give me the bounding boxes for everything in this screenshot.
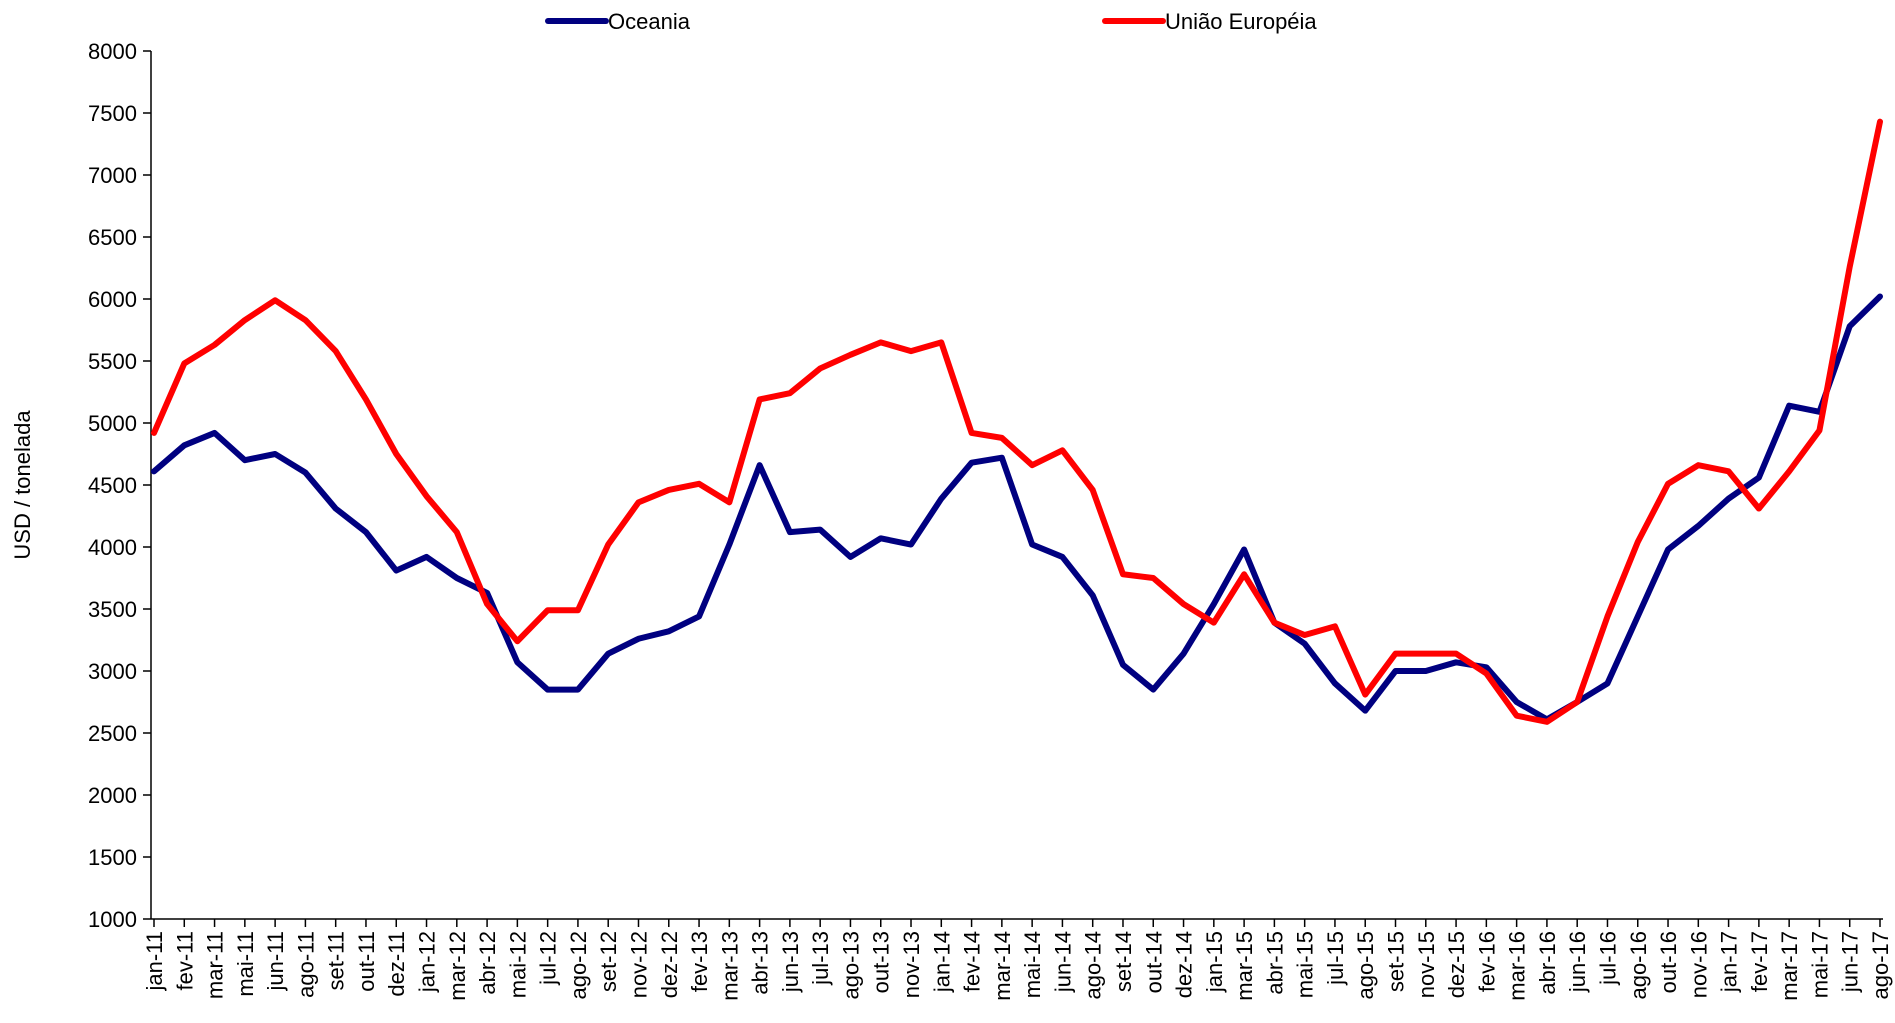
x-tick-label: abr-16 [1535, 931, 1560, 995]
x-tick-label: nov-16 [1686, 931, 1711, 998]
x-tick-label: dez-11 [384, 931, 409, 997]
x-tick-label: jul-16 [1595, 931, 1620, 986]
x-tick-label: fev-17 [1747, 931, 1772, 992]
x-tick-label: mai-17 [1807, 931, 1832, 998]
y-tick-label: 8000 [88, 39, 137, 64]
x-tick-label: ago-15 [1353, 931, 1378, 1000]
x-tick-label: mar-13 [717, 931, 742, 1001]
x-tick-label: out-11 [354, 931, 379, 992]
y-tick-label: 7000 [88, 163, 137, 188]
x-tick-label: abr-13 [748, 931, 773, 995]
x-tick-label: jun-14 [1050, 931, 1075, 993]
x-tick-label: mai-15 [1293, 931, 1318, 998]
chart: USD / tonelada 1000 1500 2000 2500 3000 3500 4… [0, 0, 1895, 1018]
x-tick-label: mai-14 [1020, 931, 1045, 998]
y-axis-label: USD / tonelada [10, 410, 35, 560]
x-tick-label: jul-13 [808, 931, 833, 986]
legend-label: União Européia [1165, 9, 1317, 34]
x-tick-label: nov-12 [626, 931, 651, 998]
x-tick-label: fev-11 [172, 931, 197, 991]
x-tick-label: jun-17 [1838, 931, 1863, 993]
x-tick-label: out-16 [1656, 931, 1681, 993]
x-tick-label: nov-13 [899, 931, 924, 998]
legend-label: Oceania [608, 9, 691, 34]
y-tick-label: 5500 [88, 349, 137, 374]
x-tick-label: nov-15 [1414, 931, 1439, 998]
x-tick-label: out-13 [869, 931, 894, 993]
y-tick-label: 1000 [88, 907, 137, 932]
x-tick-label: fev-16 [1474, 931, 1499, 992]
x-tick-label: jan-17 [1717, 931, 1742, 993]
x-tick-label: ago-17 [1868, 931, 1893, 1000]
y-tick-label: 1500 [88, 845, 137, 870]
x-tick-label: ago-13 [838, 931, 863, 1000]
x-tick-label: abr-15 [1262, 931, 1287, 995]
x-tick-label: ago-12 [566, 931, 591, 1000]
x-tick-label: dez-15 [1444, 931, 1469, 998]
x-tick-label: mar-12 [445, 931, 470, 1001]
x-tick-label: set-15 [1384, 931, 1409, 992]
x-tick-label: dez-12 [657, 931, 682, 998]
x-tick-label: set-12 [596, 931, 621, 992]
x-tick-label: set-11 [324, 931, 349, 991]
x-tick-label: jan-15 [1202, 931, 1227, 993]
y-tick-label: 2000 [88, 783, 137, 808]
y-tick-label: 4000 [88, 535, 137, 560]
x-tick-label: jun-11 [263, 931, 288, 992]
y-tick-label: 5000 [88, 411, 137, 436]
y-tick-label: 4500 [88, 473, 137, 498]
x-tick-label: mar-15 [1232, 931, 1257, 1001]
x-tick-label: set-14 [1111, 931, 1136, 992]
x-tick-label: jun-16 [1565, 931, 1590, 993]
y-tick-label: 3000 [88, 659, 137, 684]
x-tick-label: mar-17 [1777, 931, 1802, 1001]
x-tick-label: dez-14 [1172, 931, 1197, 998]
x-tick-label: fev-13 [687, 931, 712, 992]
x-tick-label: jan-12 [415, 931, 440, 993]
x-tick-label: fev-14 [960, 931, 985, 992]
x-tick-label: jul-15 [1323, 931, 1348, 986]
y-tick-label: 7500 [88, 101, 137, 126]
x-tick-label: mai-12 [505, 931, 530, 998]
page: USD / tonelada 1000 1500 2000 2500 3000 3500 4… [0, 0, 1895, 1023]
x-tick-label: mar-16 [1505, 931, 1530, 1001]
x-tick-label: ago-16 [1626, 931, 1651, 1000]
x-tick-label: mai-11 [233, 931, 258, 997]
x-tick-label: jan-11 [142, 931, 167, 992]
x-tick-label: mar-14 [990, 931, 1015, 1001]
y-tick-label: 3500 [88, 597, 137, 622]
x-tick-label: jan-14 [929, 931, 954, 993]
x-tick-label: ago-14 [1081, 931, 1106, 1000]
x-tick-label: ago-11 [293, 931, 318, 998]
x-tick-label: jun-13 [778, 931, 803, 993]
x-tick-label: mar-11 [203, 931, 228, 999]
y-tick-label: 6000 [88, 287, 137, 312]
y-tick-label: 6500 [88, 225, 137, 250]
series-line [154, 297, 1880, 720]
series-line [154, 122, 1880, 722]
x-tick-label: out-14 [1141, 931, 1166, 993]
x-tick-label: jul-12 [536, 931, 561, 986]
y-tick-label: 2500 [88, 721, 137, 746]
x-tick-label: abr-12 [475, 931, 500, 995]
